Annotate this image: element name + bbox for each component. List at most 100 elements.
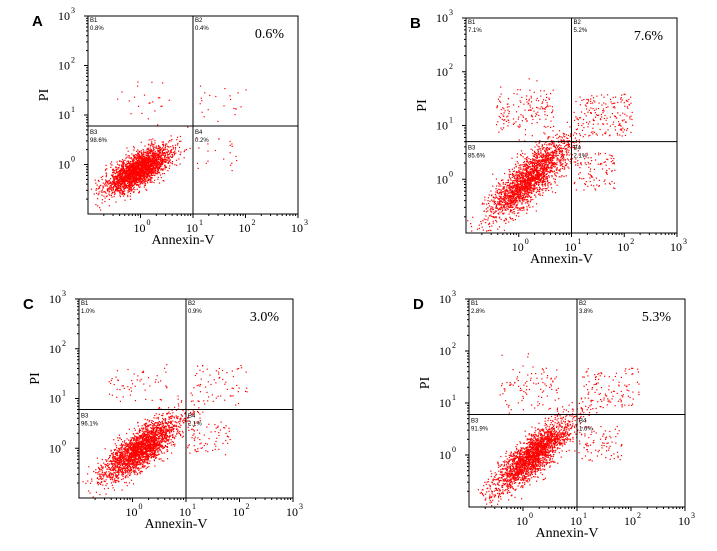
event-dot	[519, 209, 521, 211]
event-dot	[147, 154, 149, 156]
event-dot	[128, 183, 130, 185]
event-dot	[497, 198, 499, 200]
event-dot	[146, 168, 149, 170]
event-dot	[515, 121, 517, 123]
event-dot	[565, 164, 567, 166]
event-dot	[561, 149, 563, 152]
event-dot	[146, 152, 148, 154]
event-dot	[134, 166, 136, 168]
event-dot	[559, 169, 561, 171]
event-dot	[156, 152, 158, 154]
event-dot	[491, 208, 493, 210]
event-dot	[489, 226, 491, 228]
event-dot	[528, 205, 530, 207]
event-dot	[149, 167, 151, 169]
event-dot	[544, 155, 546, 157]
event-dot	[199, 103, 201, 105]
event-dot	[130, 165, 132, 168]
event-dot	[540, 152, 542, 154]
event-dot	[121, 167, 123, 169]
event-dot	[562, 154, 564, 156]
event-dot	[506, 106, 508, 108]
event-dot	[516, 196, 518, 198]
event-dot	[540, 171, 542, 173]
event-dot	[159, 168, 161, 170]
event-dot	[129, 175, 131, 178]
event-dot	[514, 189, 516, 191]
event-dot	[527, 194, 530, 196]
event-dot	[152, 165, 155, 167]
event-dot	[527, 189, 529, 191]
event-dot	[517, 190, 519, 192]
event-dot	[150, 139, 152, 141]
event-dot	[533, 163, 536, 165]
event-dot	[145, 174, 147, 176]
event-dot	[146, 162, 148, 164]
event-dot	[115, 166, 118, 168]
event-dot	[536, 174, 538, 176]
event-dot	[105, 184, 107, 186]
event-dot	[136, 176, 138, 178]
event-dot	[574, 148, 576, 150]
event-dot	[548, 175, 550, 177]
event-dot	[530, 115, 533, 117]
event-dot	[142, 155, 144, 157]
event-dot	[541, 189, 543, 191]
event-dot	[509, 204, 511, 206]
event-dot	[104, 185, 106, 187]
event-dot	[535, 99, 537, 101]
event-dot	[124, 172, 126, 174]
event-dot	[584, 134, 586, 136]
event-dot	[530, 186, 532, 188]
event-dot	[145, 159, 147, 161]
event-dot	[93, 193, 95, 195]
event-dot	[529, 206, 531, 208]
event-dot	[586, 102, 588, 104]
event-dot	[118, 187, 120, 189]
event-dot	[524, 181, 526, 183]
y-tick-base: 10	[58, 108, 70, 122]
event-dot	[519, 180, 521, 182]
event-dot	[141, 152, 143, 154]
event-dot	[496, 185, 498, 187]
event-dot	[113, 193, 116, 196]
event-dot	[135, 163, 137, 165]
event-dot	[121, 163, 123, 165]
event-dot	[134, 177, 136, 179]
event-dot	[554, 151, 556, 153]
event-dot	[503, 127, 505, 129]
event-dot	[542, 175, 544, 177]
event-dot	[522, 198, 524, 200]
event-dot	[204, 92, 206, 94]
event-dot	[554, 154, 556, 156]
event-dot	[144, 175, 146, 177]
event-dot	[586, 154, 589, 156]
event-dot	[481, 226, 483, 228]
event-dot	[153, 164, 155, 166]
event-dot	[144, 184, 146, 186]
event-dot	[540, 163, 542, 165]
y-tick-exp: 1	[71, 105, 75, 114]
event-dot	[552, 130, 554, 132]
event-dot	[142, 165, 144, 167]
event-dot	[138, 184, 140, 186]
event-dot	[508, 119, 510, 121]
event-dot	[163, 152, 165, 155]
event-dot	[614, 115, 617, 117]
event-dot	[541, 159, 544, 161]
event-dot	[592, 127, 594, 129]
event-dot	[539, 193, 541, 195]
event-dot	[114, 184, 116, 186]
event-dot	[214, 149, 216, 152]
event-dot	[122, 167, 125, 169]
event-dot	[156, 158, 158, 160]
event-dot	[503, 229, 505, 231]
event-dot	[148, 139, 150, 141]
event-dot	[510, 189, 512, 191]
event-dot	[526, 212, 528, 214]
event-dot	[526, 169, 528, 172]
event-dot	[162, 152, 164, 154]
event-dot	[520, 189, 522, 191]
event-dot	[139, 155, 141, 157]
event-dot	[545, 93, 548, 95]
